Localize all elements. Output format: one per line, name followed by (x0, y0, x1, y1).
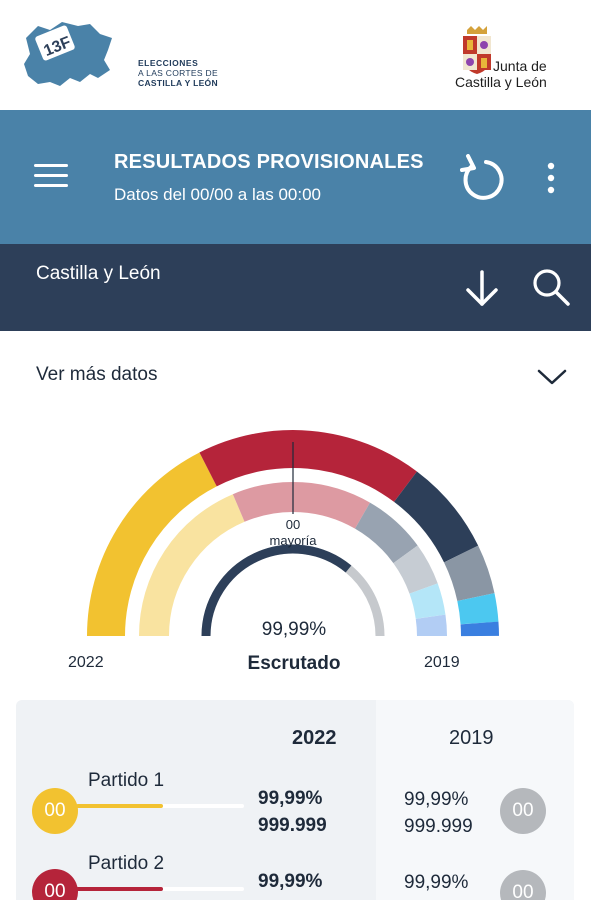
inner-segment-navy (354, 502, 418, 564)
party-name: Partido 1 (88, 770, 165, 791)
elections-logo-text: ELECCIONES A LAS CORTES DE CASTILLA Y LE… (138, 58, 218, 88)
hemicycle-chart (87, 430, 499, 637)
inner-segment-red (232, 481, 370, 529)
scrutiny-gauge-fill (201, 544, 352, 637)
party-bar-fill (76, 804, 164, 808)
junta-logo: Junta de Castilla y León (455, 26, 575, 96)
logo-bar: 13F ELECCIONES A LAS CORTES DE CASTILLA … (0, 0, 591, 110)
castilla-leon-map-icon: 13F (24, 22, 112, 86)
party-bar-fill (76, 887, 164, 891)
percent-2019: 99,99% (404, 872, 469, 893)
inner-segment-yellow (139, 494, 245, 637)
app-header (0, 110, 591, 244)
seats-badge-2019: 00 (500, 870, 546, 900)
inner-segment-grey (393, 545, 438, 595)
ring-2019 (139, 481, 447, 637)
percent-2022: 99,99% (258, 871, 323, 892)
junta-line-2: Castilla y León (455, 74, 547, 90)
page-subtitle: Datos del 00/00 a las 00:00 (114, 185, 321, 204)
logo-line-2: A LAS CORTES DE (138, 68, 218, 78)
refresh-icon[interactable] (458, 154, 506, 204)
results-table: 2022 2019 Partido 1 00 99,99% 999.999 99… (16, 700, 574, 900)
coat-of-arms-icon (463, 26, 491, 74)
page-title: RESULTADOS PROVISIONALES (114, 151, 424, 173)
seats-badge-2022: 00 (32, 788, 78, 834)
percent-2022: 99,99% (258, 788, 323, 809)
inner-segment-cyan (409, 583, 446, 620)
party-bar-track (76, 887, 244, 891)
ring-2022 (87, 430, 499, 637)
percent-2019: 99,99% (404, 789, 469, 810)
more-data-toggle[interactable]: Ver más datos (36, 364, 158, 385)
party-bar-track (76, 804, 244, 808)
download-icon[interactable] (462, 268, 502, 310)
chevron-down-icon[interactable] (536, 365, 568, 389)
year-left-label: 2022 (68, 654, 104, 671)
column-header-2022: 2022 (292, 727, 337, 749)
hamburger-menu-icon[interactable] (34, 164, 68, 188)
inner-segment-blue (415, 614, 447, 637)
seats-badge-2022: 00 (32, 869, 78, 900)
party-name: Partido 2 (88, 853, 165, 874)
seats-badge-2019: 00 (500, 788, 546, 834)
majority-value: 00 (285, 517, 301, 532)
logo-line-1: ELECCIONES (138, 58, 199, 68)
outer-segment-navy (393, 471, 479, 563)
outer-segment-blue (460, 621, 499, 637)
column-header-2019: 2019 (449, 727, 494, 749)
outer-segment-yellow (87, 452, 218, 637)
search-icon[interactable] (530, 266, 572, 308)
region-bar (0, 244, 591, 331)
junta-line-1: Junta de (493, 58, 547, 74)
region-selector[interactable]: Castilla y León (36, 263, 161, 284)
majority-label: mayoría (269, 533, 317, 548)
scrutiny-percent: 99,99% (261, 619, 327, 640)
votes-2022: 999.999 (258, 815, 327, 836)
year-right-label: 2019 (424, 654, 460, 671)
votes-2019: 999.999 (404, 816, 473, 837)
scrutiny-label: Escrutado (247, 653, 341, 674)
outer-segment-grey (443, 545, 495, 602)
elections-logo: 13F ELECCIONES A LAS CORTES DE CASTILLA … (20, 20, 220, 92)
outer-segment-red (199, 430, 417, 503)
logo-line-3: CASTILLA Y LEÓN (138, 78, 218, 88)
outer-segment-cyan (457, 593, 499, 625)
more-vertical-icon[interactable] (540, 160, 562, 196)
